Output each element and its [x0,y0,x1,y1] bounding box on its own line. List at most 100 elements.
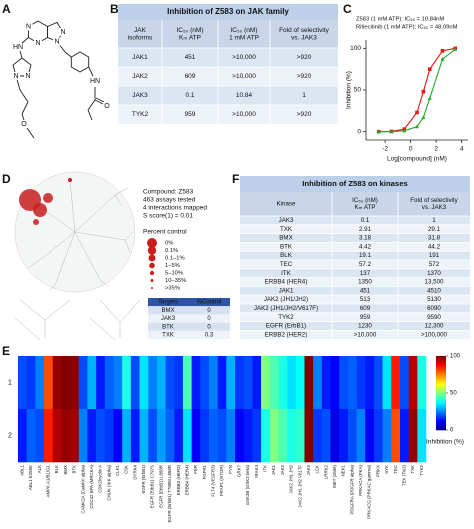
table-row-bg [240,242,470,252]
table-cell: 1370 [427,270,441,277]
heat-cell [287,356,297,410]
table-cell: >920 [297,73,312,80]
table-title: Inhibition of Z583 on kinases [302,179,408,188]
table-header-bg [240,192,470,216]
heat-cell [330,409,340,463]
column-label: EGFR (ErbB1) C797S [150,465,155,508]
heat-cell [295,356,305,410]
legend-title: Percent control [143,229,187,236]
heat-cell [78,409,88,463]
table-cell: >10,000 [232,111,256,118]
column-label: JAK2 [280,464,285,475]
targets-cell: 0 [207,308,211,314]
table-cell: 10.84 [236,92,253,99]
column-label: CAMK2A (CaMKII alpha) [80,464,85,513]
point [415,124,419,129]
atom-bg [91,77,99,85]
column-label: TYK2 [419,464,424,476]
heat-cell [87,356,97,410]
targets-cell: TXK [162,332,174,338]
column-label: GRK7 [237,464,242,477]
table-cell: JAK3 [132,92,148,99]
table-cell: 5130 [427,296,441,303]
atom-bg [34,39,42,47]
heat-cell [87,409,97,463]
table-cell: 513 [360,296,371,303]
column-label: PRKACA (PKA) [358,464,363,495]
heat-cell [130,409,140,463]
colorbar-step [436,356,446,359]
colorbar-tick-label: 50 [450,391,457,397]
column-label: JAK1 [271,464,276,475]
colorbar-step [436,417,446,420]
atom-label: N [25,73,30,80]
column-label: ITK [263,465,268,472]
heat-cell [200,356,210,410]
heat-cell [269,356,279,410]
colorbar-step [436,415,446,418]
colorbar-step [436,407,446,410]
heat-cell [321,356,331,410]
table-cell: >10,000 [232,54,256,61]
column-label: FYN [228,465,233,474]
table-cell: 1230 [358,323,372,330]
atom-bg [12,72,20,80]
heat-cell [217,356,227,410]
column-label: FLT4 (VEGFR3) [210,464,215,496]
table-row-bg [240,304,470,313]
heat-cell [148,356,158,410]
table-row-bg [240,233,470,243]
heat-cell [313,409,323,463]
legend-circle [148,254,156,262]
table-cell: >10,000 [354,331,377,338]
table-cell: 1 [432,217,436,224]
atom-bg [103,102,111,110]
heat-cell [113,356,123,410]
table-cell: EGFR (ErbB1) [266,323,306,330]
table-cell: BMX [279,235,292,242]
heat-cell [330,356,340,410]
legend-label: 0% [165,241,173,247]
column-label: FGFR1 [202,464,207,479]
y-axis-label: Inhibition (%) [346,71,353,109]
y-tick-label: 50 [354,87,362,94]
column-label: SYK [384,465,389,474]
table-cell: 609 [185,73,196,80]
colorbar-step [436,398,446,401]
point [440,56,445,61]
column-label: GSK3B (GSK3 beta) [245,464,250,505]
series-line [378,48,456,133]
heat-cell [217,409,227,463]
heat-cell [26,409,36,463]
column-label: PDGFRA (PDGFR alpha) [349,464,354,514]
table-cell: 451 [360,287,371,294]
heat-cell [182,356,192,410]
heat-cell [382,409,392,463]
series-line [378,47,456,133]
table-header: 1 mM ATP [229,34,259,41]
table-row-bg [240,321,470,331]
table-cell: 19.1 [359,252,372,259]
colorbar-step [436,422,446,425]
table-cell: JAK2 (JH1/JH2) [264,296,308,303]
table-row-bg [240,286,470,296]
heat-cell [96,356,106,410]
table-title-bg [240,176,470,192]
colorbar-step [436,405,446,409]
table-cell: 959 [185,111,196,118]
table-cell: 9590 [427,314,441,321]
heat-cell [104,356,114,410]
point [415,110,419,115]
heat-cell [347,356,357,410]
colorbar-step [436,409,446,412]
heat-cell [165,409,175,463]
colorbar-tick-label: 100 [450,354,461,360]
colorbar-step [436,380,446,383]
heat-cell [61,409,71,463]
kinome-tree [14,171,141,341]
table-cell: 12,300 [425,323,444,330]
heat-cell [417,409,427,463]
heat-cell [156,356,166,410]
point [453,46,458,51]
colorbar-step [436,426,446,429]
